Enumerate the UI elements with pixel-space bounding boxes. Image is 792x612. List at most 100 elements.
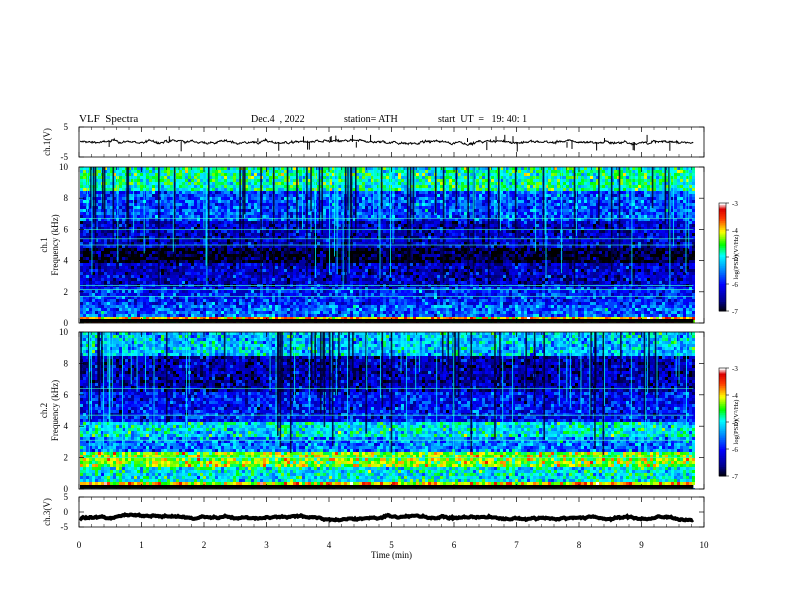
ch1-spectrogram-cell	[188, 218, 191, 221]
ch1-spectrogram-cell	[170, 176, 173, 179]
ch1-spectrogram-cell	[254, 197, 257, 200]
ch1-spectrogram-cell	[224, 173, 227, 176]
ch1-spectrogram-cell	[317, 167, 320, 170]
ch1-spectrogram-cell	[323, 173, 326, 176]
ch1-spectrogram-cell	[122, 191, 125, 194]
ch1-spectrogram-cell	[107, 203, 110, 206]
ch1-spectrogram-cell	[164, 179, 167, 182]
ch1-spectrogram-cell	[665, 221, 668, 224]
ch1-spectrogram-cell	[461, 197, 464, 200]
ch1-spectrogram-cell	[251, 176, 254, 179]
ch1-spectrogram-cell	[356, 236, 359, 239]
ch1-spectrogram-cell	[470, 185, 473, 188]
ch1-spectrogram-cell	[98, 212, 101, 215]
ch1-spectrogram-cell	[338, 221, 341, 224]
ch1-spectrogram-cell	[275, 203, 278, 206]
ch1-spectrogram-cell	[263, 185, 266, 188]
ch1-spectrogram-cell	[254, 167, 257, 170]
ch1-spectrogram-cell	[95, 176, 98, 179]
ch1-spectrogram-cell	[83, 179, 86, 182]
ch1-spectrogram-cell	[599, 215, 602, 218]
ch1-spectrogram-cell	[662, 227, 665, 230]
ch1-spectrogram-cell	[416, 191, 419, 194]
ch1-spectrogram-cell	[281, 224, 284, 227]
ch1-spectrogram-cell	[224, 233, 227, 236]
ch1-spectrogram-cell	[452, 209, 455, 212]
ch1-spectrogram-cell	[269, 206, 272, 209]
ch1-spectrogram-cell	[149, 182, 152, 185]
ch1-spectrogram-cell	[167, 176, 170, 179]
ch1-spectrogram-cell	[203, 173, 206, 176]
ch1-spectrogram-cell	[410, 191, 413, 194]
ch1-spectrogram-cell	[251, 203, 254, 206]
ch1-spectrogram-cell	[218, 173, 221, 176]
ch1-spectrogram-cell	[632, 194, 635, 197]
ch1-spectrogram-cell	[671, 167, 674, 170]
ch1-spectrogram-cell	[326, 221, 329, 224]
ch1-spectrogram-cell	[443, 224, 446, 227]
ch1-spectrogram-cell	[689, 191, 692, 194]
ch1-spectrogram-cell	[425, 182, 428, 185]
ch1-spectrogram-cell	[164, 203, 167, 206]
ch1-spectrogram-cell	[548, 215, 551, 218]
ch1-spectrogram-cell	[557, 215, 560, 218]
ch1-spectrogram-cell	[140, 203, 143, 206]
ch1-spectrogram-cell	[128, 182, 131, 185]
ch1-spectrogram-cell	[602, 197, 605, 200]
ch1-spectrogram-cell	[440, 218, 443, 221]
ch1-spectrogram-cell	[245, 227, 248, 230]
ch1-spectrogram-cell	[212, 203, 215, 206]
ch1-spectrogram-cell	[149, 221, 152, 224]
ch1-spectrogram-cell	[188, 206, 191, 209]
ch1-spectrogram-cell	[98, 197, 101, 200]
ch1-spectrogram-cell	[128, 236, 131, 239]
ch1-spectrogram-cell	[119, 230, 122, 233]
ch1-spectrogram-cell	[548, 233, 551, 236]
ch1-spectrogram-cell	[131, 218, 134, 221]
ch1-spectrogram-cell	[407, 218, 410, 221]
ch1-spectrogram-cell	[572, 173, 575, 176]
ch1-spectrogram-cell	[83, 236, 86, 239]
ch1-spectrogram-cell	[98, 227, 101, 230]
ch1-spectrogram-cell	[659, 227, 662, 230]
ch1-spectrogram-cell	[281, 197, 284, 200]
ch1-spectrogram-cell	[323, 230, 326, 233]
ch1-spectrogram-cell	[137, 236, 140, 239]
ch1-spectrogram-cell	[191, 167, 194, 170]
ch1-spectrogram-cell	[188, 170, 191, 173]
ch1-spectrogram-cell	[449, 221, 452, 224]
ch1-spectrogram-cell	[293, 230, 296, 233]
ch1-spectrogram-cell	[236, 215, 239, 218]
ch1-spectrogram-cell	[161, 233, 164, 236]
ch1-spectrogram-cell	[341, 185, 344, 188]
ch1-spectrogram-cell	[152, 218, 155, 221]
ch1-spectrogram-cell	[224, 212, 227, 215]
ch1-spectrogram-cell	[569, 194, 572, 197]
ch1-spectrogram-cell	[632, 233, 635, 236]
ch1-spectrogram-cell	[545, 206, 548, 209]
ch1-spectrogram-cell	[284, 185, 287, 188]
ch1-spectrogram-cell	[128, 206, 131, 209]
ch1-spectrogram-cell	[98, 179, 101, 182]
ch1-spectrogram-cell	[506, 173, 509, 176]
ch1-spectrogram-cell	[662, 194, 665, 197]
ch1-spectrogram-cell	[431, 224, 434, 227]
ch1-spectrogram-cell	[209, 182, 212, 185]
ch1-spectrogram-cell	[302, 218, 305, 221]
ch1-spectrogram-cell	[185, 179, 188, 182]
ch1-spectrogram-cell	[332, 215, 335, 218]
ch1-spectrogram-cell	[431, 191, 434, 194]
ch1-spectrogram-cell	[167, 203, 170, 206]
ch1-spectrogram-cell	[278, 224, 281, 227]
ch1-spectrogram-cell	[161, 212, 164, 215]
ch1-spectrogram-cell	[371, 203, 374, 206]
ch1-spectrogram-cell	[323, 185, 326, 188]
ch1-spectrogram-cell	[614, 167, 617, 170]
ch1-spectrogram-cell	[572, 206, 575, 209]
ch1-spectrogram-cell	[656, 209, 659, 212]
ch1-spectrogram-cell	[245, 209, 248, 212]
ch1-spectrogram-cell	[644, 188, 647, 191]
ch1-spectrogram-cell	[296, 230, 299, 233]
ch1-spectrogram-cell	[476, 203, 479, 206]
ch1-spectrogram-cell	[647, 209, 650, 212]
